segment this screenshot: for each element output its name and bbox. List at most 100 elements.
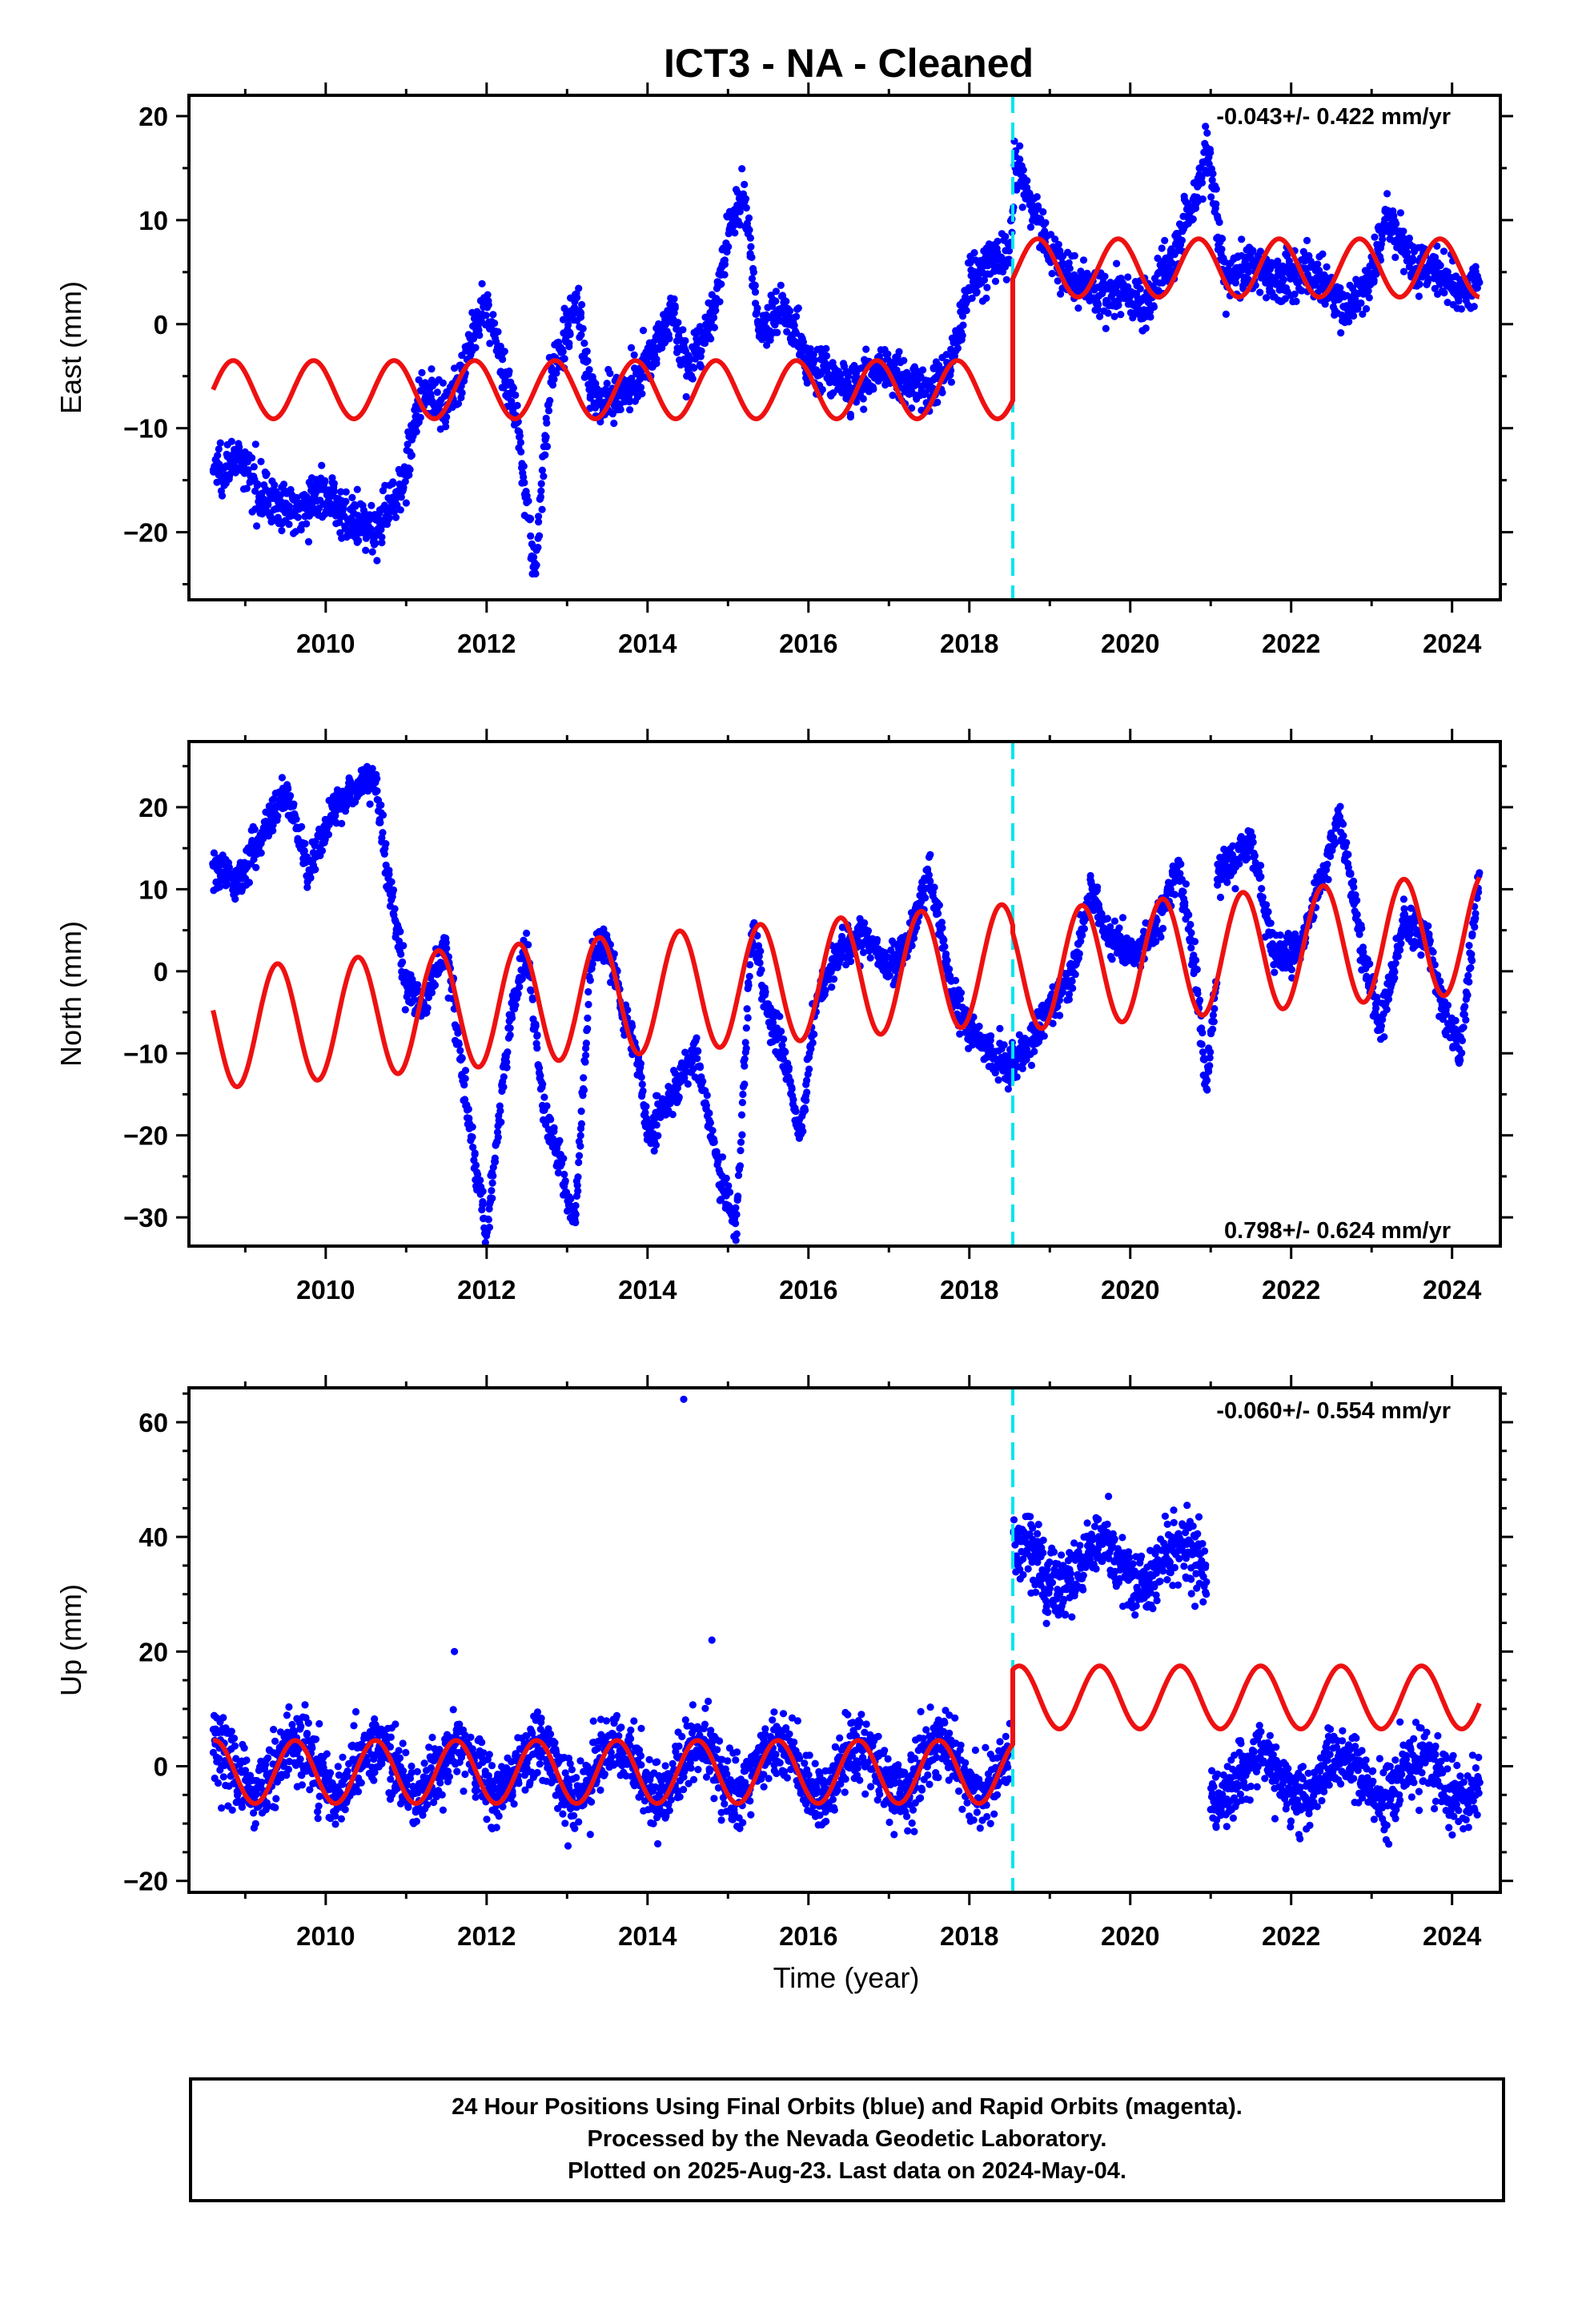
east-observation-point — [1292, 297, 1300, 305]
north-observation-point — [669, 1111, 677, 1119]
north-observation-point — [737, 1138, 745, 1146]
east-observation-point — [884, 350, 892, 358]
east-observation-point — [235, 443, 243, 451]
east-observation-point — [575, 284, 583, 292]
east-observation-point — [1189, 215, 1197, 223]
north-observation-point — [861, 919, 869, 927]
east-observation-point — [254, 480, 262, 489]
east-observation-point — [1357, 299, 1365, 308]
east-y-tick-label: −20 — [123, 518, 168, 548]
north-observation-point — [1071, 971, 1079, 979]
north-observation-point — [516, 983, 524, 991]
north-observation-point — [957, 989, 966, 997]
east-observation-point — [552, 369, 560, 377]
east-observation-point — [1207, 149, 1215, 157]
north-observation-point — [533, 1031, 541, 1039]
east-observation-point — [803, 379, 811, 387]
east-observation-point — [532, 569, 540, 578]
east-observation-point — [500, 348, 508, 356]
east-observation-point — [1110, 312, 1118, 320]
east-y-tick-label: 10 — [139, 206, 168, 235]
east-observation-point — [710, 324, 719, 332]
north-observation-point — [401, 1006, 409, 1014]
north-observation-point — [745, 972, 753, 980]
north-observation-point — [639, 1087, 647, 1095]
east-observation-point — [577, 331, 585, 339]
east-observation-point — [1222, 310, 1230, 318]
north-observation-point — [873, 935, 881, 943]
north-observation-point — [257, 849, 265, 857]
north-observation-point — [637, 1073, 645, 1081]
east-observation-point — [478, 279, 486, 287]
east-observation-point — [537, 480, 545, 488]
east-observation-point — [682, 392, 690, 401]
east-observation-point — [416, 413, 424, 422]
north-observation-point — [471, 1151, 479, 1159]
east-observation-point — [321, 476, 329, 485]
north-observation-point — [654, 1132, 662, 1140]
north-observation-point — [1118, 914, 1127, 922]
east-observation-point — [1371, 233, 1379, 241]
east-observation-point — [1470, 303, 1478, 311]
east-observation-point — [794, 304, 802, 312]
east-observation-point — [362, 546, 370, 554]
east-observation-point — [508, 397, 516, 405]
north-observation-point — [675, 1093, 683, 1101]
east-observation-point — [1146, 313, 1154, 321]
north-observation-point — [652, 1141, 661, 1149]
north-observation-point — [1080, 925, 1088, 933]
east-observation-point — [339, 505, 347, 513]
east-observation-point — [783, 328, 791, 336]
north-observation-point — [584, 987, 592, 996]
east-observation-point — [378, 533, 386, 541]
east-observation-point — [371, 539, 379, 547]
east-observation-point — [746, 234, 755, 242]
east-observation-point — [1198, 179, 1207, 187]
east-observation-point — [731, 229, 739, 237]
east-observation-point — [543, 442, 552, 451]
north-observation-point — [497, 1118, 505, 1126]
north-observation-point — [705, 1109, 713, 1117]
east-observation-point — [428, 365, 436, 373]
east-observation-point — [1026, 223, 1035, 231]
north-observation-point — [792, 1108, 800, 1116]
north-observation-point — [652, 1121, 661, 1129]
east-observation-point — [1102, 324, 1110, 332]
east-observation-point — [538, 505, 546, 513]
north-observation-point — [789, 1096, 797, 1104]
north-observation-point — [628, 1023, 636, 1031]
east-observation-point — [406, 465, 414, 474]
east-observation-point — [584, 357, 592, 365]
east-observation-point — [1079, 256, 1088, 264]
north-observation-point — [642, 1103, 650, 1111]
east-observation-point — [1142, 324, 1150, 332]
east-observation-point — [476, 332, 484, 340]
north-observation-point — [780, 1035, 788, 1043]
east-observation-point — [697, 352, 705, 360]
east-observation-point — [606, 369, 614, 377]
north-observation-point — [560, 1170, 568, 1179]
north-observation-point — [718, 1153, 727, 1161]
north-observation-point — [366, 800, 374, 808]
north-observation-point — [940, 936, 948, 944]
east-observation-point — [279, 480, 288, 489]
east-observation-point — [753, 304, 761, 312]
east-observation-point — [378, 539, 386, 547]
east-observation-point — [285, 521, 293, 529]
east-x-tick-label: 2020 — [1101, 629, 1159, 658]
north-observation-point — [828, 983, 836, 991]
north-observation-point — [307, 874, 315, 882]
north-observation-point — [732, 1204, 740, 1212]
north-observation-point — [580, 1086, 588, 1094]
north-observation-point — [702, 1101, 711, 1109]
north-observation-point — [278, 774, 286, 782]
east-observation-point — [959, 321, 967, 329]
east-observation-point — [1066, 264, 1074, 272]
north-observation-point — [461, 1075, 469, 1083]
east-observation-point — [580, 340, 588, 348]
east-observation-point — [860, 405, 868, 413]
east-y-tick-label: −10 — [123, 414, 168, 444]
east-observation-point — [1018, 203, 1026, 211]
north-observation-point — [935, 901, 943, 909]
east-observation-point — [1314, 260, 1322, 268]
